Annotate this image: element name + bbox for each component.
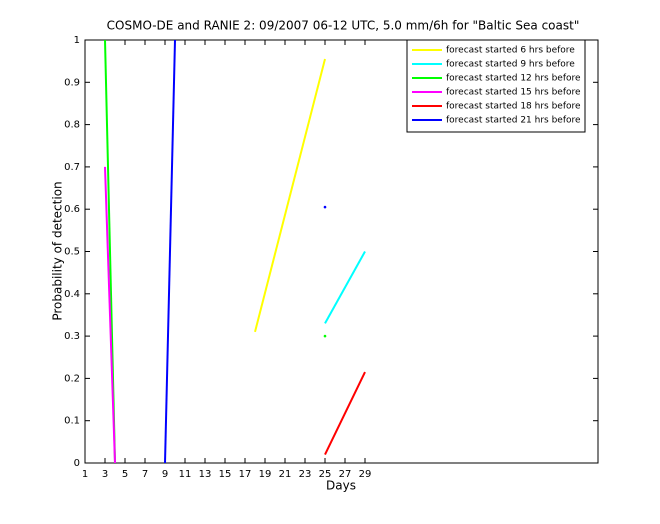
y-tick-label: 0.8 (64, 120, 80, 131)
series-line (324, 371, 366, 455)
x-tick-label: 17 (239, 469, 252, 480)
x-tick-label: 15 (219, 469, 232, 480)
x-tick-label: 13 (199, 469, 212, 480)
y-tick-label: 0.2 (64, 373, 80, 384)
series-line (164, 39, 176, 464)
y-tick-label: 0.7 (64, 162, 80, 173)
x-tick-label: 25 (319, 469, 332, 480)
y-tick-label: 0.6 (64, 204, 80, 215)
y-tick-label: 0.4 (64, 289, 80, 300)
data-point (323, 205, 327, 209)
legend-label: forecast started 6 hrs before (446, 46, 575, 56)
legend-label: forecast started 12 hrs before (446, 74, 581, 84)
x-tick-label: 5 (122, 469, 128, 480)
x-tick-label: 19 (259, 469, 272, 480)
y-tick-label: 0.3 (64, 331, 80, 342)
x-axis-label: Days (326, 479, 356, 493)
y-tick-label: 0.5 (64, 247, 80, 258)
y-tick-label: 1 (74, 35, 80, 46)
legend-label: forecast started 9 hrs before (446, 60, 575, 70)
series-line (254, 58, 326, 333)
legend-label: forecast started 15 hrs before (446, 88, 581, 98)
x-tick-label: 1 (82, 469, 88, 480)
series-line (324, 251, 366, 324)
data-point (323, 334, 327, 338)
x-tick-label: 11 (179, 469, 192, 480)
x-tick-label: 21 (279, 469, 292, 480)
x-tick-label: 7 (142, 469, 148, 480)
y-axis-label: Probability of detection (51, 181, 65, 320)
x-tick-label: 27 (339, 469, 352, 480)
y-tick-label: 0 (74, 458, 80, 469)
legend-label: forecast started 21 hrs before (446, 116, 581, 126)
chart-title: COSMO-DE and RANIE 2: 09/2007 06-12 UTC,… (107, 19, 580, 33)
y-tick-label: 0.9 (64, 77, 80, 88)
x-tick-label: 3 (102, 469, 108, 480)
x-tick-label: 9 (162, 469, 168, 480)
x-tick-label: 29 (359, 469, 372, 480)
series-line (104, 166, 116, 464)
y-tick-label: 0.1 (64, 416, 80, 427)
legend-box (406, 39, 586, 133)
legend-label: forecast started 18 hrs before (446, 102, 581, 112)
x-tick-label: 23 (299, 469, 312, 480)
